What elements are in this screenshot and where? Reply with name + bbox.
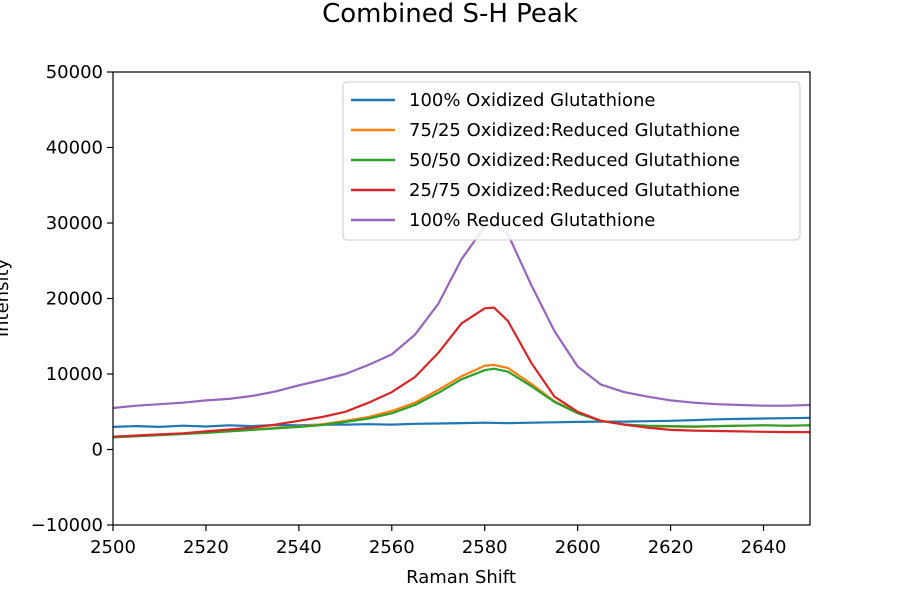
x-axis-label: Raman Shift (406, 567, 516, 588)
x-tick-label: 2540 (276, 537, 322, 558)
legend-label-2: 75/25 Oxidized:Reduced Glutathione (409, 120, 740, 141)
x-tick-label: 2520 (183, 537, 229, 558)
x-tick-label: 2640 (741, 537, 787, 558)
y-tick-label: 30000 (46, 213, 103, 234)
x-tick-label: 2600 (555, 537, 601, 558)
series-line-4 (113, 306, 810, 438)
legend-label-4: 25/75 Oxidized:Reduced Glutathione (409, 180, 740, 201)
y-tick-label: 10000 (46, 364, 103, 385)
legend-label-5: 100% Reduced Glutathione (409, 210, 655, 231)
legend-label-1: 100% Oxidized Glutathione (409, 90, 656, 111)
chart-title: Combined S-H Peak (322, 0, 578, 29)
x-tick-label: 2620 (648, 537, 694, 558)
series-line-5 (113, 223, 810, 410)
x-tick-label: 2580 (462, 537, 508, 558)
legend: 100% Oxidized Glutathione 75/25 Oxidized:… (342, 81, 801, 241)
y-tick-label: 0 (92, 440, 103, 461)
x-tick-label: 2560 (369, 537, 415, 558)
y-tick-label: 40000 (46, 138, 103, 159)
legend-label-3: 50/50 Oxidized:Reduced Glutathione (409, 150, 740, 171)
series-line-1 (113, 416, 810, 428)
series-line-3 (113, 367, 810, 439)
y-tick-label: 50000 (46, 62, 103, 83)
plot-lines (113, 223, 810, 439)
legend-box (342, 81, 801, 241)
y-tick-label: 20000 (46, 289, 103, 310)
x-tick-label: 2500 (90, 537, 136, 558)
y-axis-label: Intensity (0, 258, 13, 337)
ticks: 2500 2520 2540 2560 2580 2600 2620 2640 −10000 0 1… (31, 62, 787, 558)
y-tick-label: −10000 (31, 515, 103, 536)
